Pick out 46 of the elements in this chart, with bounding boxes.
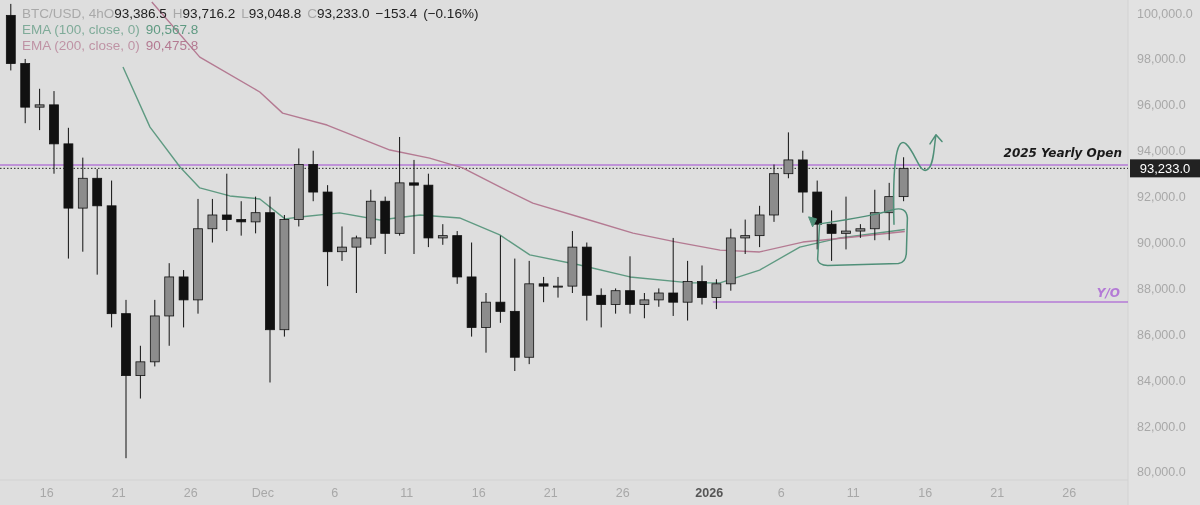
y-tick-label: 86,000.0 bbox=[1137, 327, 1186, 342]
candlestick bbox=[538, 276, 549, 303]
y-tick-label: 94,000.0 bbox=[1137, 144, 1186, 159]
y-tick-label: 88,000.0 bbox=[1137, 281, 1186, 296]
candlestick bbox=[250, 196, 261, 234]
candlestick bbox=[639, 292, 650, 319]
candlestick bbox=[437, 223, 448, 246]
candlestick bbox=[625, 255, 635, 315]
text: EMA (200, close, 0) bbox=[22, 38, 140, 53]
candlestick bbox=[351, 235, 362, 294]
candlestick bbox=[783, 131, 794, 179]
candlestick bbox=[682, 260, 693, 322]
candlestick bbox=[495, 235, 506, 324]
candlestick bbox=[610, 287, 621, 315]
candlestick bbox=[34, 88, 45, 131]
candlestick bbox=[236, 200, 247, 237]
y-tick-label: 90,000.0 bbox=[1137, 236, 1186, 251]
candlestick bbox=[409, 159, 419, 255]
candlestick bbox=[653, 287, 664, 308]
candlestick bbox=[207, 198, 218, 244]
y-tick-label: 96,000.0 bbox=[1137, 98, 1186, 113]
candlestick bbox=[553, 276, 563, 299]
candlestick bbox=[135, 345, 146, 400]
candlestick bbox=[178, 269, 189, 328]
candlestick bbox=[697, 264, 707, 305]
candlestick bbox=[221, 173, 232, 232]
candlestick bbox=[337, 225, 347, 262]
candlestick bbox=[826, 209, 837, 262]
candlestick bbox=[869, 189, 880, 241]
series-label: Y/O bbox=[1096, 285, 1120, 300]
y-tick-label: 100,000.0 bbox=[1137, 6, 1193, 21]
candlestick bbox=[740, 219, 751, 255]
candlestick bbox=[668, 237, 679, 317]
candlestick bbox=[841, 196, 851, 250]
x-tick-label: 2026 bbox=[695, 486, 724, 500]
candlestick bbox=[754, 205, 765, 248]
text: EMA (100, close, 0) bbox=[22, 22, 140, 37]
candlestick bbox=[711, 278, 722, 310]
ref-line-label: 2025 Yearly Open bbox=[1003, 145, 1122, 160]
y-tick-label: 84,000.0 bbox=[1137, 373, 1186, 388]
y-tick-label: 98,000.0 bbox=[1137, 52, 1186, 67]
ref-line-label: 93,233.0 bbox=[1139, 160, 1191, 176]
y-tick-label: 82,000.0 bbox=[1137, 419, 1186, 434]
y-tick-label: 80,000.0 bbox=[1137, 465, 1186, 480]
candlestick bbox=[596, 287, 607, 328]
y-tick-label: 92,000.0 bbox=[1137, 190, 1186, 205]
